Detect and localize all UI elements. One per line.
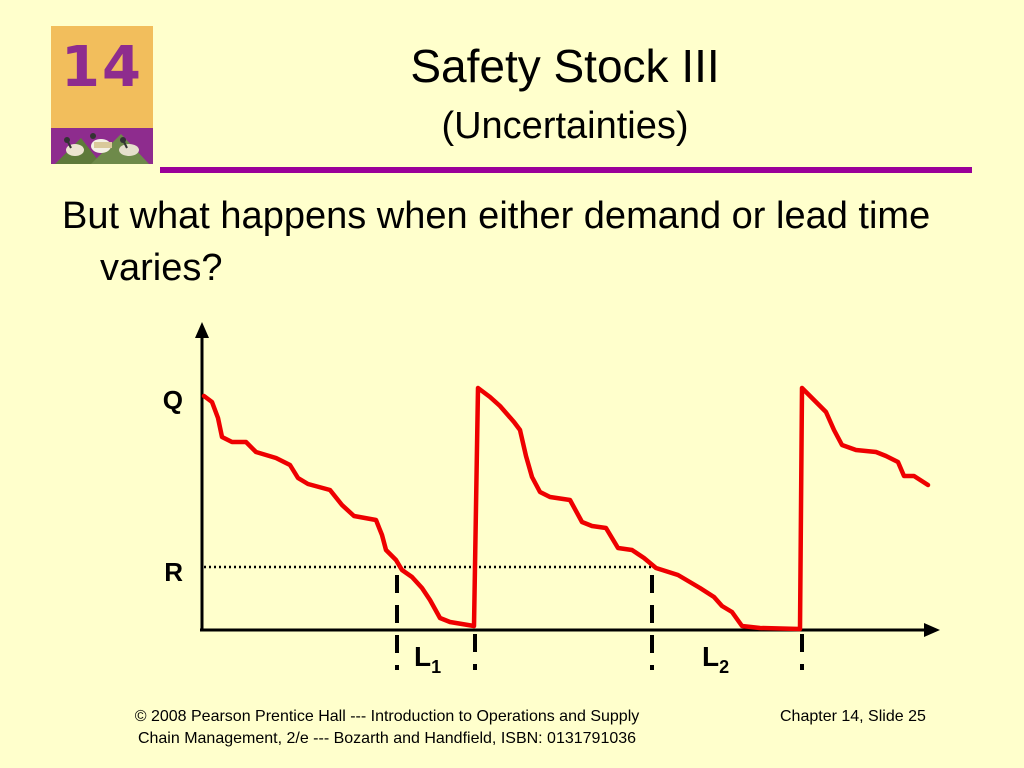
copyright-footer: © 2008 Pearson Prentice Hall --- Introdu… <box>62 706 712 750</box>
y-axis-arrow <box>195 322 209 338</box>
lead-time-2-subscript: 2 <box>719 657 729 677</box>
slide-title: Safety Stock III <box>410 40 720 92</box>
q-label: Q <box>163 385 183 415</box>
bullet-point: But what happens when either demand or l… <box>62 195 931 289</box>
lead-time-2-letter: L <box>702 641 719 672</box>
inventory-level-line <box>201 385 931 632</box>
lead-time-1-letter: L <box>414 641 431 672</box>
slide-subtitle: (Uncertainties) <box>441 105 689 147</box>
x-axis-arrow <box>924 623 940 637</box>
copyright-line-1: © 2008 Pearson Prentice Hall --- Introdu… <box>134 708 640 725</box>
r-label: R <box>164 557 183 587</box>
birds-illustration <box>51 128 153 164</box>
lead-time-2-label: L2 <box>702 641 729 677</box>
title-divider <box>160 167 972 173</box>
copyright-line-2: Chain Management, 2/e --- Bozarth and Ha… <box>137 730 637 747</box>
chapter-number: 14 <box>61 35 143 100</box>
lead-time-1-label: L1 <box>414 641 441 677</box>
slide-number: Chapter 14, Slide 25 <box>780 708 926 725</box>
lead-time-1-subscript: 1 <box>431 657 441 677</box>
chapter-badge: 14 <box>51 26 153 164</box>
